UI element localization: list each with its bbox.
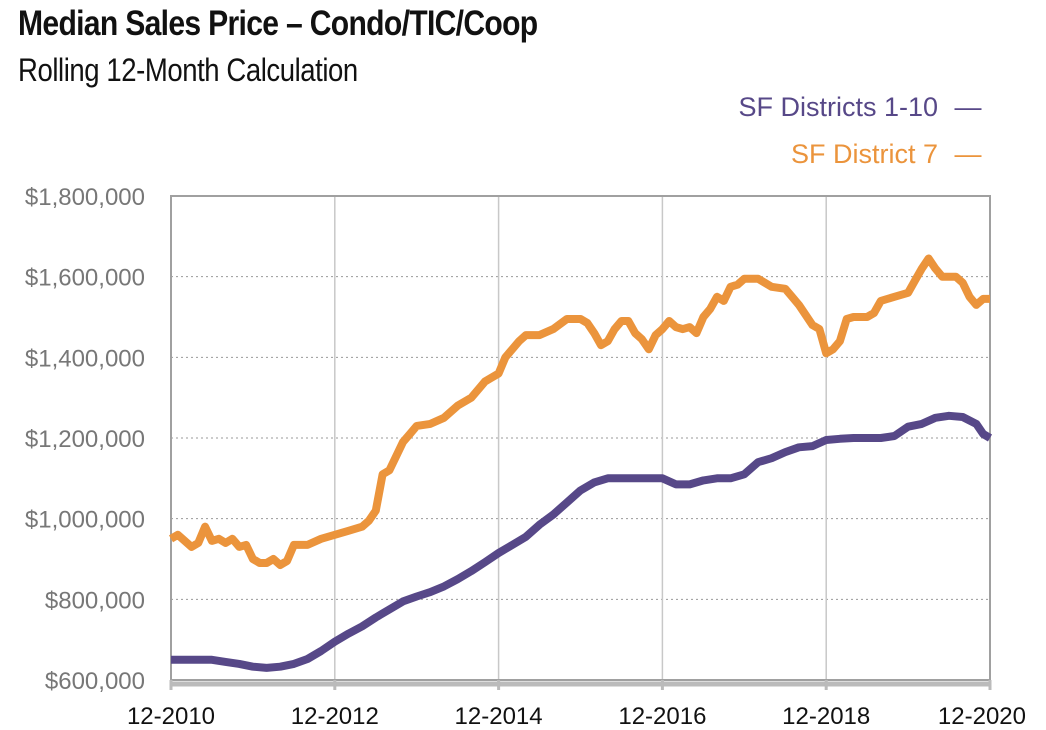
chart-subtitle: Rolling 12-Month Calculation [18,52,358,88]
legend-marker-sf-district-7: — [955,139,982,169]
y-axis-ticks: $600,000 $800,000 $1,000,000 $1,200,000 $1,4… [25,184,145,695]
y-tick-label: $1,600,000 [25,265,145,292]
legend-marker-sf-districts-1-10: — [955,92,982,122]
x-axis-ticks: 12-2010 12-2012 12-2014 12-2016 12-2018 12-20… [127,680,1026,730]
legend-label-sf-districts-1-10: SF Districts 1-10 [738,92,938,122]
x-tick-label: 12-2020 [938,703,1026,730]
y-tick-label: $1,800,000 [25,184,145,211]
legend-label-sf-district-7: SF District 7 [791,139,938,169]
chart-title: Median Sales Price – Condo/TIC/Coop [18,4,538,43]
y-tick-label: $600,000 [45,668,145,695]
x-tick-label: 12-2012 [291,703,379,730]
x-tick-label: 12-2014 [455,703,543,730]
series-line-sf-districts-1-10 [171,411,993,672]
x-tick-label: 12-2010 [127,703,215,730]
x-tick-label: 12-2018 [782,703,870,730]
y-tick-label: $1,200,000 [25,426,145,453]
y-tick-label: $1,400,000 [25,345,145,372]
legend: SF Districts 1-10 — SF District 7 — [738,92,981,169]
x-tick-label: 12-2016 [618,703,706,730]
series-layer [168,254,993,672]
y-tick-label: $800,000 [45,587,145,614]
series-line-sf-district-7 [168,254,990,569]
y-tick-label: $1,000,000 [25,507,145,534]
